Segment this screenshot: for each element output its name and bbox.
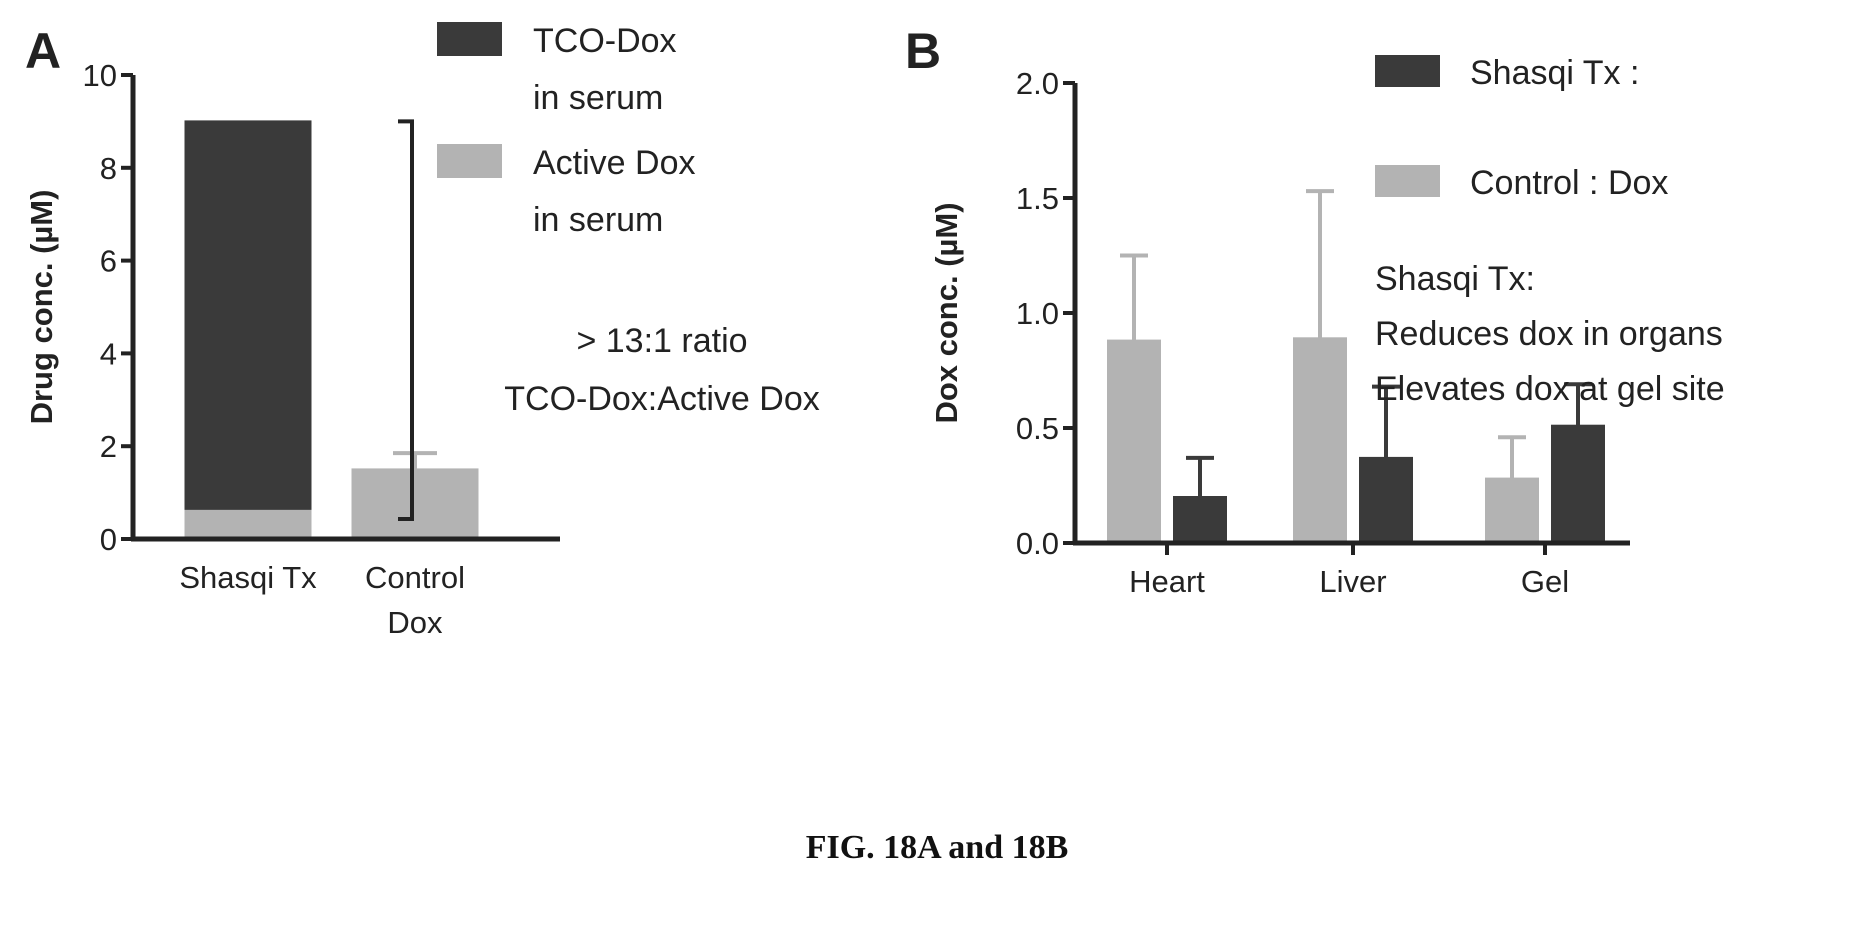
panel-b-annotation: Shasqi Tx: Reduces dox in organs Elevate… (1375, 260, 1725, 408)
panel-b-x-tick-label: Liver (1319, 564, 1386, 599)
panel-b-bar-control (1293, 337, 1347, 544)
panel-b-annotation-line-3: Elevates dox at gel site (1375, 370, 1725, 408)
panel-a-y-tick-label: 8 (100, 151, 117, 186)
panel-b-legend-label: Shasqi Tx : (1470, 54, 1639, 92)
panel-a-legend-swatch (437, 144, 502, 178)
panel-a-x-tick-label: Shasqi Tx (179, 560, 317, 595)
panel-a-y-tick-label: 4 (100, 336, 117, 371)
panel-a-bars (184, 120, 479, 540)
panel-a-y-ticks: 0 2 4 6 8 10 (83, 58, 133, 557)
panel-a-legend-swatch (437, 22, 502, 56)
panel-a-annotation: > 13:1 ratio TCO-Dox:Active Dox (504, 322, 820, 418)
panel-b-y-tick-label: 1.5 (1016, 181, 1059, 216)
panel-b-legend: Shasqi Tx : Control : Dox (1375, 54, 1668, 202)
panel-a-y-tick-label: 2 (100, 429, 117, 464)
panel-a-legend: TCO-Dox in serum Active Dox in serum (437, 22, 696, 239)
panel-b-x-tick-labels: Heart Liver Gel (1129, 564, 1569, 599)
panel-b-axes (1072, 83, 1630, 555)
panel-b-x-tick-label: Gel (1521, 564, 1569, 599)
panel-b-bar-shasqi (1551, 424, 1605, 545)
panel-a-x-tick-label: Dox (387, 605, 443, 640)
panel-a-bar-tco-dox (184, 120, 312, 510)
panel-b-y-tick-label: 0.5 (1016, 411, 1059, 446)
panel-a-y-tick-label: 0 (100, 522, 117, 557)
panel-b-x-tick-label: Heart (1129, 564, 1205, 599)
ratio-annotation-line-1: > 13:1 ratio (576, 322, 747, 360)
panel-b-y-tick-label: 2.0 (1016, 66, 1059, 101)
panel-b-y-ticks: 0.0 0.5 1.0 1.5 2.0 (1016, 66, 1075, 561)
panel-b-y-tick-label: 1.0 (1016, 296, 1059, 331)
panel-a-legend-label: Active Dox (533, 144, 696, 182)
panel-b-y-tick-label: 0.0 (1016, 526, 1059, 561)
panel-b-bar-shasqi (1173, 496, 1227, 544)
panel-b-bar-control (1485, 477, 1539, 545)
ratio-annotation-line-2: TCO-Dox:Active Dox (504, 380, 820, 418)
panel-a-bar-active-dox (351, 468, 479, 540)
panel-a-y-tick-label: 10 (83, 58, 117, 93)
panel-b-bar-control (1107, 339, 1161, 544)
ratio-bracket (398, 119, 414, 521)
figure-caption: FIG. 18A and 18B (806, 829, 1069, 866)
panel-a-label: A (25, 23, 61, 79)
panel-b-y-axis-label: Dox conc. (µM) (929, 202, 964, 423)
panel-a: A 0 2 4 6 8 10 Drug conc. (µM) Shasqi Tx Contr… (24, 22, 820, 640)
panel-a-legend-label: in serum (533, 79, 663, 117)
panel-b: B 0.0 0.5 1.0 1.5 2.0 Dox conc. (µM) Heart Li… (905, 23, 1725, 599)
panel-b-annotation-line-2: Reduces dox in organs (1375, 315, 1723, 353)
panel-b-legend-swatch (1375, 55, 1440, 87)
panel-b-annotation-line-1: Shasqi Tx: (1375, 260, 1535, 298)
panel-b-label: B (905, 23, 941, 79)
panel-a-legend-label: in serum (533, 201, 663, 239)
panel-a-x-tick-labels: Shasqi Tx Control Dox (179, 560, 465, 640)
panel-a-axes (130, 75, 560, 542)
panel-b-legend-label: Control : Dox (1470, 164, 1668, 202)
panel-a-bar-active-dox (184, 507, 312, 540)
panel-a-y-tick-label: 6 (100, 244, 117, 279)
panel-a-y-axis-label: Drug conc. (µM) (24, 190, 59, 425)
panel-b-bars (1107, 189, 1605, 545)
panel-a-legend-label: TCO-Dox (533, 22, 677, 60)
panel-a-x-tick-label: Control (365, 560, 465, 595)
panel-b-bar-shasqi (1359, 456, 1413, 544)
panel-b-legend-swatch (1375, 165, 1440, 197)
